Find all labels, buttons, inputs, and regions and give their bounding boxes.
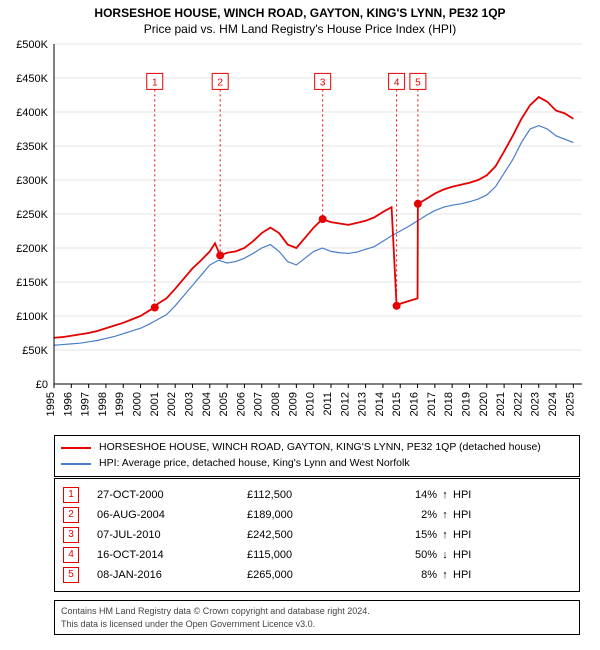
pct-diff: 2% [367, 509, 437, 521]
svg-text:2016: 2016 [409, 392, 421, 416]
sale-date: 07-JUL-2010 [97, 529, 247, 541]
svg-text:2023: 2023 [530, 392, 542, 416]
legend-swatch-blue [61, 463, 91, 465]
plot-area: £0£50K£100K£150K£200K£250K£300K£350K£400… [54, 44, 582, 414]
table-row: 5 08-JAN-2016£265,0008%↑HPI [63, 565, 571, 585]
hpi-tag: HPI [453, 569, 493, 581]
svg-text:£400K: £400K [16, 107, 48, 119]
svg-text:£200K: £200K [16, 243, 48, 255]
svg-text:1995: 1995 [45, 392, 57, 416]
chart-container: HORSESHOE HOUSE, WINCH ROAD, GAYTON, KIN… [0, 0, 600, 650]
svg-text:3: 3 [320, 77, 326, 88]
pct-diff: 14% [367, 489, 437, 501]
hpi-tag: HPI [453, 549, 493, 561]
pct-diff: 15% [367, 529, 437, 541]
svg-text:2014: 2014 [374, 392, 386, 416]
svg-text:2009: 2009 [287, 392, 299, 416]
title-line-2: Price paid vs. HM Land Registry's House … [0, 22, 600, 36]
hpi-tag: HPI [453, 489, 493, 501]
svg-text:1: 1 [152, 77, 158, 88]
svg-text:2011: 2011 [322, 392, 334, 416]
sale-price: £115,000 [247, 549, 367, 561]
svg-text:2020: 2020 [478, 392, 490, 416]
table-row: 1 27-OCT-2000£112,50014%↑HPI [63, 485, 571, 505]
svg-text:2021: 2021 [495, 392, 507, 416]
hpi-tag: HPI [453, 529, 493, 541]
svg-text:2017: 2017 [426, 392, 438, 416]
svg-text:2002: 2002 [166, 392, 178, 416]
svg-text:£300K: £300K [16, 175, 48, 187]
svg-text:2019: 2019 [460, 392, 472, 416]
svg-text:2024: 2024 [547, 392, 559, 416]
sale-price: £242,500 [247, 529, 367, 541]
arrow-icon: ↑ [437, 509, 453, 521]
table-row: 2 06-AUG-2004£189,0002%↑HPI [63, 505, 571, 525]
svg-text:4: 4 [394, 77, 400, 88]
svg-text:2004: 2004 [201, 392, 213, 416]
svg-text:5: 5 [415, 77, 421, 88]
svg-text:2013: 2013 [357, 392, 369, 416]
arrow-icon: ↓ [437, 549, 453, 561]
row-marker-icon: 4 [63, 547, 79, 563]
row-marker-icon: 2 [63, 507, 79, 523]
row-marker-icon: 3 [63, 527, 79, 543]
sale-date: 27-OCT-2000 [97, 489, 247, 501]
svg-text:2025: 2025 [564, 392, 576, 416]
svg-text:2010: 2010 [305, 392, 317, 416]
svg-text:2007: 2007 [253, 392, 265, 416]
svg-text:1996: 1996 [62, 392, 74, 416]
svg-text:£450K: £450K [16, 73, 48, 85]
footer-box: Contains HM Land Registry data © Crown c… [54, 600, 580, 635]
sale-date: 08-JAN-2016 [97, 569, 247, 581]
svg-text:£150K: £150K [16, 277, 48, 289]
svg-text:2018: 2018 [443, 392, 455, 416]
svg-text:2006: 2006 [235, 392, 247, 416]
hpi-tag: HPI [453, 509, 493, 521]
sale-date: 16-OCT-2014 [97, 549, 247, 561]
legend-item-red: HORSESHOE HOUSE, WINCH ROAD, GAYTON, KIN… [61, 440, 573, 456]
svg-text:2022: 2022 [512, 392, 524, 416]
svg-text:2015: 2015 [391, 392, 403, 416]
table-row: 4 16-OCT-2014£115,00050%↓HPI [63, 545, 571, 565]
svg-text:2000: 2000 [132, 392, 144, 416]
arrow-icon: ↑ [437, 569, 453, 581]
legend-swatch-red [61, 447, 91, 449]
legend-label-red: HORSESHOE HOUSE, WINCH ROAD, GAYTON, KIN… [99, 440, 541, 456]
svg-text:2001: 2001 [149, 392, 161, 416]
svg-text:1999: 1999 [114, 392, 126, 416]
sales-table: 127-OCT-2000£112,50014%↑HPI206-AUG-2004£… [54, 478, 580, 592]
row-marker-icon: 5 [63, 567, 79, 583]
svg-text:£250K: £250K [16, 209, 48, 221]
legend-item-blue: HPI: Average price, detached house, King… [61, 456, 573, 472]
svg-text:2005: 2005 [218, 392, 230, 416]
pct-diff: 8% [367, 569, 437, 581]
footer-line-2: This data is licensed under the Open Gov… [61, 618, 573, 631]
svg-text:2003: 2003 [183, 392, 195, 416]
sale-price: £112,500 [247, 489, 367, 501]
svg-text:£0: £0 [36, 379, 48, 391]
svg-text:£500K: £500K [16, 39, 48, 51]
svg-text:1997: 1997 [80, 392, 92, 416]
svg-text:2: 2 [217, 77, 223, 88]
svg-text:2012: 2012 [339, 392, 351, 416]
pct-diff: 50% [367, 549, 437, 561]
svg-text:1998: 1998 [97, 392, 109, 416]
arrow-icon: ↑ [437, 489, 453, 501]
sale-price: £189,000 [247, 509, 367, 521]
svg-text:£350K: £350K [16, 141, 48, 153]
arrow-icon: ↑ [437, 529, 453, 541]
title-block: HORSESHOE HOUSE, WINCH ROAD, GAYTON, KIN… [0, 0, 600, 36]
line-chart-svg: £0£50K£100K£150K£200K£250K£300K£350K£400… [54, 44, 582, 414]
sale-date: 06-AUG-2004 [97, 509, 247, 521]
legend-label-blue: HPI: Average price, detached house, King… [99, 456, 410, 472]
footer-line-1: Contains HM Land Registry data © Crown c… [61, 605, 573, 618]
title-line-1: HORSESHOE HOUSE, WINCH ROAD, GAYTON, KIN… [0, 6, 600, 20]
legend-box: HORSESHOE HOUSE, WINCH ROAD, GAYTON, KIN… [54, 435, 580, 477]
svg-text:£100K: £100K [16, 311, 48, 323]
table-row: 3 07-JUL-2010£242,50015%↑HPI [63, 525, 571, 545]
svg-text:2008: 2008 [270, 392, 282, 416]
sale-price: £265,000 [247, 569, 367, 581]
row-marker-icon: 1 [63, 487, 79, 503]
svg-text:£50K: £50K [22, 345, 48, 357]
